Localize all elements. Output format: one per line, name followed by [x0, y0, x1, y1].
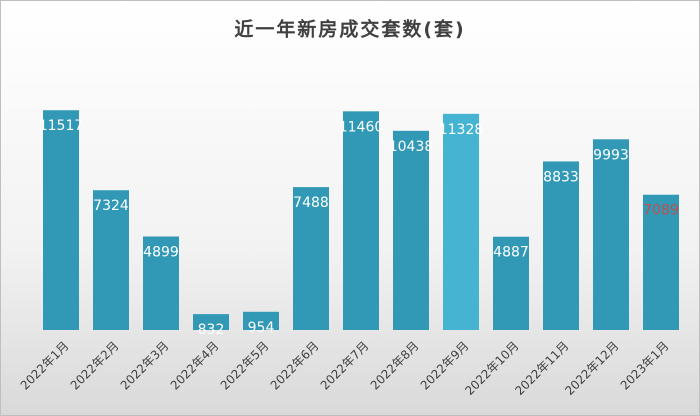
bar — [143, 236, 179, 330]
value-label: 11460 — [339, 119, 384, 135]
bar — [243, 311, 279, 330]
value-label: 11517 — [39, 118, 84, 134]
bar — [643, 194, 679, 330]
value-label: 4899 — [143, 245, 179, 261]
bar — [343, 111, 379, 331]
value-label: 7089 — [643, 203, 679, 219]
bar — [93, 190, 129, 330]
value-label: 9993 — [593, 147, 629, 163]
bar — [43, 110, 79, 330]
chart-title: 近一年新房成交套数(套) — [234, 18, 465, 41]
value-label: 954 — [248, 320, 275, 336]
value-label: 7324 — [93, 198, 129, 214]
value-label: 11328 — [439, 122, 484, 138]
value-label: 4887 — [493, 245, 529, 261]
value-label: 10438 — [389, 139, 434, 155]
value-label: 7488 — [293, 195, 329, 211]
bar — [193, 314, 229, 330]
bar — [293, 187, 329, 330]
bar — [443, 113, 479, 330]
bar — [543, 161, 579, 330]
bar — [393, 130, 429, 330]
value-label: 832 — [198, 322, 225, 338]
bar — [493, 236, 529, 330]
bar — [593, 139, 629, 330]
value-label: 8833 — [543, 169, 579, 185]
